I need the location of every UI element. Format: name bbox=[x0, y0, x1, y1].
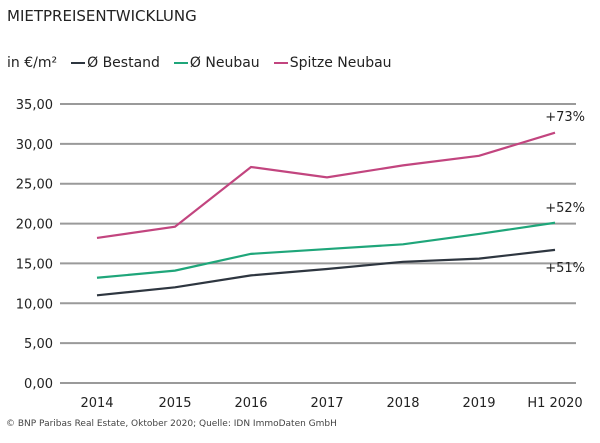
legend: in €/m² Ø Bestand Ø Neubau Spitze Neubau bbox=[7, 55, 392, 71]
series-line-2 bbox=[96, 131, 556, 240]
legend-item-neubau: Ø Neubau bbox=[173, 55, 260, 71]
y-tick-label: 5,00 bbox=[24, 337, 53, 352]
y-tick-label: 30,00 bbox=[16, 138, 53, 153]
chart-title: MIETPREISENTWICKLUNG bbox=[7, 7, 197, 25]
growth-annotation: +51% bbox=[545, 261, 585, 276]
x-tick-label: 2016 bbox=[234, 396, 267, 411]
y-tick-label: 20,00 bbox=[16, 218, 53, 233]
legend-swatch bbox=[273, 62, 288, 64]
x-tick-label: 2018 bbox=[386, 396, 419, 411]
x-tick-label: 2015 bbox=[158, 396, 191, 411]
growth-annotation: +73% bbox=[545, 110, 585, 125]
y-tick-label: 10,00 bbox=[16, 297, 53, 312]
x-tick-label: 2017 bbox=[310, 396, 343, 411]
growth-annotation: +52% bbox=[545, 201, 585, 216]
legend-item-bestand: Ø Bestand bbox=[71, 55, 160, 71]
series-line-0 bbox=[96, 248, 556, 297]
y-tick-label: 15,00 bbox=[16, 257, 53, 272]
x-tick-label: H1 2020 bbox=[527, 396, 582, 411]
legend-label: Ø Neubau bbox=[189, 55, 260, 71]
legend-item-spitze-neubau: Spitze Neubau bbox=[273, 55, 392, 71]
legend-label: Ø Bestand bbox=[87, 55, 160, 71]
legend-swatch bbox=[173, 62, 188, 64]
y-tick-label: 35,00 bbox=[16, 98, 53, 113]
y-tick-label: 0,00 bbox=[24, 377, 53, 392]
y-tick-label: 25,00 bbox=[16, 178, 53, 193]
x-tick-label: 2014 bbox=[80, 396, 113, 411]
source-footer: © BNP Paribas Real Estate, Oktober 2020;… bbox=[6, 419, 337, 429]
y-axis-unit: in €/m² bbox=[7, 55, 58, 71]
legend-label: Spitze Neubau bbox=[289, 55, 392, 71]
x-tick-label: 2019 bbox=[462, 396, 495, 411]
legend-swatch bbox=[71, 62, 86, 64]
